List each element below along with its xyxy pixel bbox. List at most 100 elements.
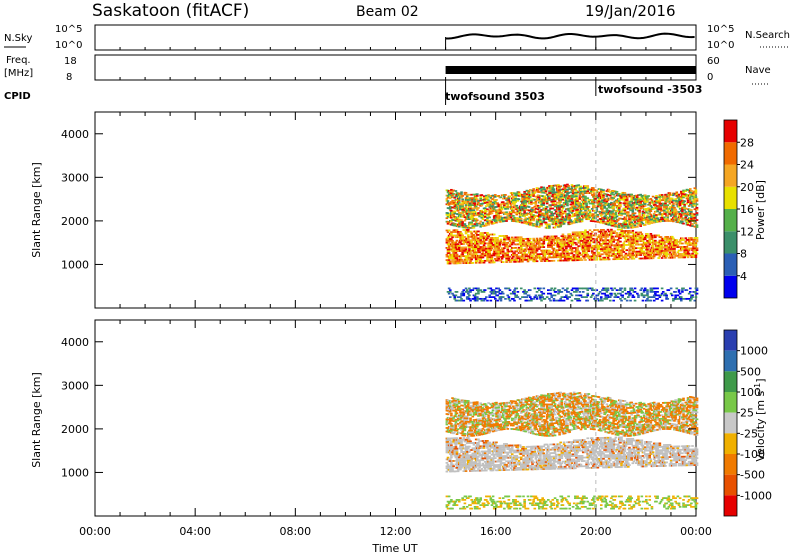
data-cell [514, 238, 517, 241]
data-cell [599, 258, 603, 261]
data-cell [590, 246, 594, 249]
data-cell [497, 247, 501, 250]
data-cell [512, 201, 515, 203]
data-cell [587, 250, 591, 253]
data-cell [641, 299, 645, 302]
data-cell [534, 195, 538, 198]
data-cell [625, 220, 629, 222]
data-cell [571, 203, 575, 205]
data-cell [559, 297, 562, 300]
data-cell [578, 212, 582, 214]
data-cell [548, 193, 551, 196]
data-cell [685, 245, 689, 248]
data-cell [495, 206, 498, 208]
data-cell [679, 216, 683, 219]
data-cell [499, 210, 503, 213]
data-cell [638, 221, 641, 224]
data-cell [597, 203, 601, 206]
data-cell [549, 204, 552, 207]
data-cell [453, 200, 457, 203]
data-cell [658, 296, 662, 298]
data-cell [666, 236, 670, 238]
data-cell [684, 207, 688, 210]
data-cell [482, 291, 486, 293]
data-cell [682, 191, 685, 194]
data-cell [523, 190, 526, 193]
data-cell [485, 296, 488, 298]
data-cell [651, 246, 655, 249]
data-cell [535, 187, 539, 190]
data-cell [639, 202, 643, 205]
data-cell [606, 289, 610, 292]
data-cell [445, 217, 449, 220]
data-cell [580, 243, 584, 246]
data-cell [495, 219, 498, 222]
data-cell [613, 287, 617, 290]
data-cell [643, 194, 647, 197]
data-cell [536, 208, 540, 211]
data-cell [479, 237, 482, 240]
data-cell [542, 241, 546, 243]
data-cell [549, 256, 552, 259]
data-cell [498, 219, 502, 221]
data-cell [677, 218, 681, 220]
data-cell [634, 201, 638, 204]
data-cell [479, 196, 482, 198]
data-cell [634, 238, 638, 241]
data-cell [527, 190, 531, 193]
data-cell [641, 240, 645, 242]
data-cell [590, 201, 594, 203]
data-cell [451, 203, 454, 205]
data-cell [637, 238, 640, 241]
data-cell [633, 222, 637, 225]
data-cell [543, 256, 547, 259]
data-cell [552, 188, 556, 191]
data-cell [584, 253, 587, 256]
data-cell [652, 252, 656, 254]
data-cell [586, 190, 590, 193]
data-cell [595, 237, 599, 240]
data-cell [523, 210, 526, 212]
data-cell [693, 213, 697, 216]
data-cell [566, 202, 569, 205]
data-cell [605, 297, 609, 300]
data-cell [552, 239, 556, 241]
data-cell [586, 197, 590, 200]
data-cell [482, 240, 486, 243]
data-cell [495, 259, 498, 262]
data-cell [641, 234, 645, 237]
data-cell [468, 244, 471, 247]
data-cell [485, 239, 488, 241]
data-cell [571, 192, 575, 195]
data-cell [455, 234, 459, 237]
data-cell [528, 216, 532, 219]
data-cell [643, 287, 647, 290]
data-cell [445, 446, 449, 449]
data-cell [457, 197, 461, 200]
data-cell [694, 191, 698, 193]
data-cell [688, 238, 692, 241]
data-cell [561, 197, 565, 199]
data-cell [593, 206, 596, 209]
data-cell [466, 292, 470, 295]
data-cell [576, 299, 579, 302]
data-cell [574, 188, 577, 191]
data-cell [624, 292, 628, 295]
data-cell [612, 258, 615, 261]
data-cell [508, 245, 512, 248]
data-cell [624, 233, 628, 236]
data-cell [674, 215, 677, 218]
data-cell [448, 296, 452, 298]
data-cell [674, 291, 677, 293]
data-cell [605, 232, 609, 235]
data-cell [453, 224, 457, 227]
data-cell [456, 262, 460, 265]
data-cell [692, 218, 695, 221]
data-cell [576, 219, 579, 222]
data-cell [666, 249, 670, 252]
data-cell [687, 249, 691, 252]
data-cell [613, 247, 617, 250]
data-cell [628, 207, 631, 210]
data-cell [559, 185, 562, 188]
data-cell [630, 193, 633, 196]
